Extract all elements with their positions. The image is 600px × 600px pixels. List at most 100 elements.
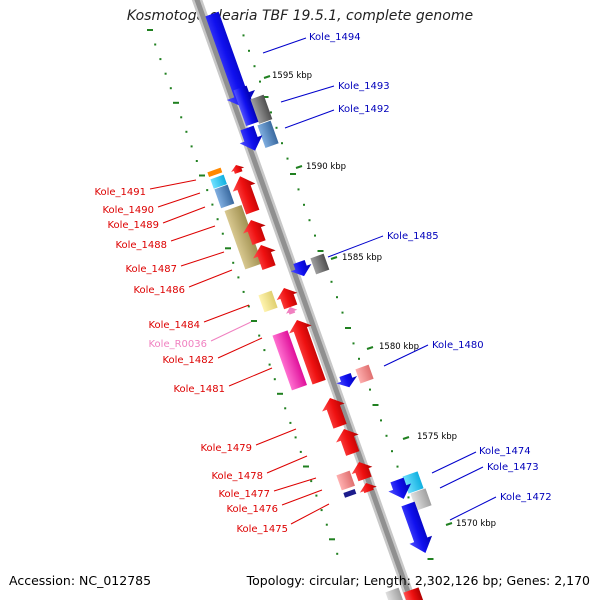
tick-mark <box>396 465 399 468</box>
tick-mark <box>268 363 271 366</box>
gene-label-kole-1486[interactable]: Kole_1486 <box>133 285 185 296</box>
forward-gene-labels: Kole_1494 Kole_1493 Kole_1492 Kole_1485 … <box>262 32 552 521</box>
gene-label-kole-1476[interactable]: Kole_1476 <box>226 504 278 515</box>
gene-label-kole-1484[interactable]: Kole_1484 <box>148 320 200 331</box>
gene-block-kole-1488[interactable] <box>224 204 263 270</box>
gene-arrow-kole-1476[interactable] <box>358 480 378 495</box>
gene-arrow-kole-1479[interactable] <box>319 394 352 430</box>
gene-label-kole-1487[interactable]: Kole_1487 <box>125 264 177 275</box>
tick-mark <box>372 404 379 406</box>
tick-mark <box>277 392 283 395</box>
tick-mark <box>270 111 272 114</box>
tick-mark <box>369 388 371 391</box>
gene-block-kole-1485-gray[interactable] <box>310 253 330 275</box>
kbp-tick-1575: 1575 kbp <box>417 432 457 442</box>
gene-arrow-kole-1488[interactable] <box>225 161 264 216</box>
tick-mark <box>206 189 209 192</box>
gene-block-kole-1492[interactable] <box>257 120 279 148</box>
gene-label-kole-1478[interactable]: Kole_1478 <box>211 471 263 482</box>
gene-arrow-kole-1486[interactable] <box>250 241 281 272</box>
gene-block-kole-1476[interactable] <box>336 470 355 491</box>
tick-mark <box>253 65 256 68</box>
gene-label-kole-1490[interactable]: Kole_1490 <box>102 205 154 216</box>
gene-block-kole-1490[interactable] <box>210 174 227 189</box>
gene-label-kole-1481[interactable]: Kole_1481 <box>173 384 225 395</box>
tick-mark <box>199 174 205 177</box>
gene-label-kole-1475[interactable]: Kole_1475 <box>236 524 288 535</box>
tick-mark <box>185 130 188 133</box>
tick-mark <box>281 142 283 145</box>
gene-features <box>198 9 437 600</box>
gene-arrow-kole-1485[interactable] <box>289 258 315 280</box>
gene-block-kole-1493-gray[interactable] <box>250 94 273 124</box>
gene-label-kole-1473[interactable]: Kole_1473 <box>487 462 539 473</box>
gene-arrow-kole-1477[interactable] <box>349 458 376 482</box>
gene-label-kole-1489[interactable]: Kole_1489 <box>107 220 159 231</box>
tick-mark <box>391 450 393 453</box>
tick-mark <box>154 43 157 46</box>
tick-mark <box>258 334 261 337</box>
tick-mark <box>380 419 382 422</box>
gene-block-kole-1484[interactable] <box>258 290 278 313</box>
gene-label-kole-1485[interactable]: Kole_1485 <box>387 231 439 242</box>
kbp-tick-1585: 1585 kbp <box>342 253 382 263</box>
gene-label-kole-1480[interactable]: Kole_1480 <box>432 340 484 351</box>
gene-block-kole-1489[interactable] <box>214 184 235 209</box>
gene-block-kole-1491[interactable] <box>207 167 223 178</box>
tick-mark <box>247 305 250 308</box>
gene-arrow-kole-1494[interactable] <box>198 9 260 113</box>
gene-label-kole-1494[interactable]: Kole_1494 <box>309 32 361 43</box>
gene-arrow-kole-1478[interactable] <box>333 425 364 458</box>
gene-arrow-kole-1492[interactable] <box>236 124 267 155</box>
tick-mark <box>286 157 289 160</box>
gene-label-kole-1488[interactable]: Kole_1488 <box>115 240 167 251</box>
tick-mark <box>275 126 278 129</box>
gene-arrow-kole-r0036[interactable] <box>284 305 298 316</box>
tick-mark <box>303 203 305 206</box>
gene-block-kole-1475[interactable] <box>343 488 357 498</box>
tick-mark <box>251 320 257 322</box>
tick-tracks <box>147 29 434 560</box>
gene-arrow-kole-1480[interactable] <box>335 371 360 391</box>
gene-label-kole-1482[interactable]: Kole_1482 <box>162 355 214 366</box>
tick-mark <box>211 203 214 206</box>
gene-arrow-bottom <box>403 587 429 600</box>
gene-label-kole-1492[interactable]: Kole_1492 <box>338 104 390 115</box>
tick-mark <box>427 558 434 560</box>
gene-arrow-kole-1472[interactable] <box>397 500 437 557</box>
tick-mark <box>273 378 276 381</box>
gene-label-kole-1477[interactable]: Kole_1477 <box>218 489 270 500</box>
tick-mark <box>242 34 245 37</box>
tick-mark <box>325 523 328 526</box>
gene-label-kole-1472[interactable]: Kole_1472 <box>500 492 552 503</box>
gene-arrow-kole-1484[interactable] <box>274 284 301 310</box>
tick-mark <box>303 465 309 468</box>
gene-label-kole-1493[interactable]: Kole_1493 <box>338 81 390 92</box>
gene-arrow-kole-1473[interactable] <box>386 476 415 503</box>
gene-label-kole-r0036[interactable]: Kole_R0036 <box>148 339 207 350</box>
kbp-tick-1590: 1590 kbp <box>306 162 346 172</box>
tick-mark <box>284 407 287 410</box>
tick-mark <box>297 188 300 191</box>
gene-label-kole-1491[interactable]: Kole_1491 <box>94 187 146 198</box>
kbp-tick-1570: 1570 kbp <box>456 519 496 529</box>
gene-block-kole-1482[interactable] <box>272 330 307 391</box>
gene-block-kole-1493[interactable] <box>233 85 260 127</box>
gene-arrow-kole-1481[interactable] <box>286 316 331 386</box>
tick-mark <box>299 450 302 453</box>
gene-label-kole-1479[interactable]: Kole_1479 <box>200 443 252 454</box>
gene-arrow-kole-1487[interactable] <box>240 216 271 247</box>
genome-backbone <box>191 0 417 600</box>
gene-label-kole-1474[interactable]: Kole_1474 <box>479 446 531 457</box>
tick-mark <box>320 509 323 512</box>
tick-mark <box>195 160 198 162</box>
gene-block-kole-1480-pink[interactable] <box>355 364 374 384</box>
tick-mark <box>225 247 231 250</box>
tick-mark <box>263 349 266 352</box>
tick-mark <box>308 219 311 222</box>
tick-mark <box>314 234 316 237</box>
tick-mark <box>329 538 335 541</box>
tick-mark <box>330 280 333 283</box>
